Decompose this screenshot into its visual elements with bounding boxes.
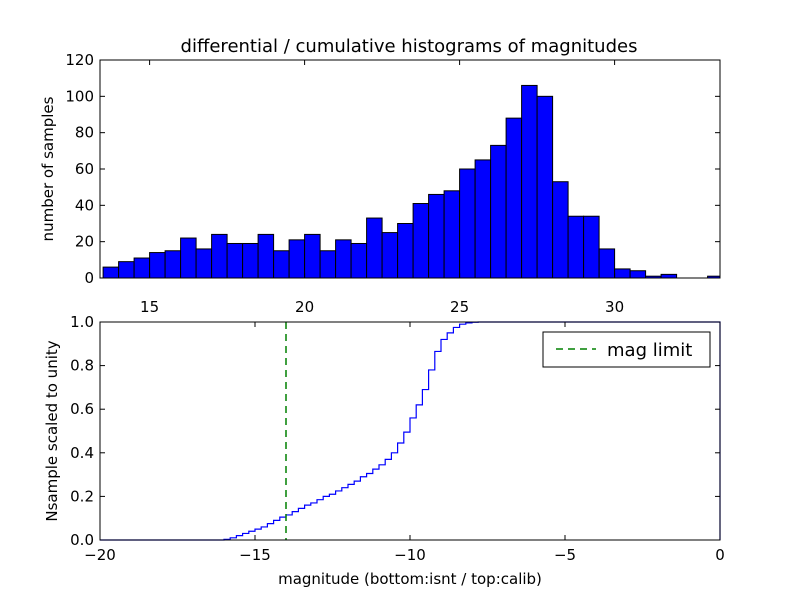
histogram-bar	[273, 250, 290, 279]
histogram-bar	[614, 268, 631, 279]
top-y-tick-label: 100	[65, 87, 94, 105]
bottom-x-tick-label: 0	[715, 546, 725, 564]
histogram-bar	[257, 233, 275, 279]
histogram-bar	[304, 233, 321, 279]
histogram-bar	[443, 190, 461, 279]
histogram-bar	[242, 242, 259, 279]
histogram-bar	[319, 250, 337, 279]
histogram-bar	[629, 270, 647, 279]
histogram-bar	[397, 223, 414, 279]
top-y-tick-label: 120	[65, 51, 94, 69]
top-y-tick-label: 40	[75, 196, 94, 214]
bottom-x-axis-label: magnitude (bottom:isnt / top:calib)	[278, 570, 542, 588]
bottom-axis-ticks: −20 −15 −10 −5 0 0.0 0.2 0.4 0.6 0.8 1.0	[70, 313, 725, 564]
top-x-tick-label: 15	[140, 298, 159, 316]
histogram-bar	[583, 215, 600, 279]
top-x-tick-label: 25	[450, 298, 469, 316]
top-y-tick-label: 20	[75, 233, 94, 251]
cumulative-step-line	[100, 321, 721, 541]
bottom-x-tick-label: −20	[84, 546, 116, 564]
histogram-bar	[226, 242, 244, 279]
histogram-bar	[195, 248, 213, 279]
histogram-bar	[102, 266, 120, 279]
histogram-bar	[428, 193, 445, 279]
bottom-y-tick-label: 0.0	[70, 531, 94, 549]
bottom-x-tick-label: −5	[554, 546, 576, 564]
cumulative-histogram-panel: −20 −15 −10 −5 0 0.0 0.2 0.4 0.6 0.8 1.0 magnitude…	[43, 313, 725, 588]
chart-title: differential / cumulative histograms of …	[181, 36, 638, 57]
top-y-tick-label: 60	[75, 160, 94, 178]
bottom-y-tick-label: 0.8	[70, 357, 94, 375]
histogram-bar	[505, 117, 523, 279]
histogram-bar	[133, 257, 151, 279]
top-y-axis-label: number of samples	[39, 96, 57, 241]
histogram-bar	[350, 242, 368, 279]
histogram-bar	[180, 237, 197, 279]
histogram-bar	[118, 261, 135, 279]
bottom-y-tick-label: 0.4	[70, 444, 94, 462]
top-y-tick-label: 80	[75, 124, 94, 142]
histogram-bar	[552, 181, 569, 279]
differential-histogram-panel: differential / cumulative histograms of …	[39, 36, 721, 316]
histogram-bar	[660, 273, 678, 279]
top-x-tick-label: 30	[605, 298, 624, 316]
histogram-bar	[366, 217, 383, 279]
top-x-tick-label: 20	[295, 298, 314, 316]
top-y-tick-label: 0	[84, 269, 94, 287]
histogram-bar	[459, 168, 476, 279]
histogram-bar	[474, 159, 492, 279]
bottom-y-axis-label: Nsample scaled to unity	[43, 340, 61, 521]
histogram-bar	[490, 144, 507, 279]
histogram-bar	[412, 203, 430, 279]
legend: mag limit	[542, 331, 711, 368]
histogram-bar	[536, 95, 554, 279]
histogram-bar	[381, 232, 399, 279]
top-axis-ticks: 15 20 25 30 0 20 40 60 80 100 120	[65, 51, 720, 316]
histogram-bar	[567, 215, 585, 279]
histogram-bar	[521, 84, 538, 279]
histogram-bars	[102, 84, 721, 279]
legend-label: mag limit	[607, 340, 692, 361]
bottom-y-tick-label: 1.0	[70, 313, 94, 331]
histogram-bar	[288, 239, 306, 279]
bottom-x-tick-label: −15	[239, 546, 271, 564]
histogram-bar	[164, 250, 182, 279]
histogram-bar	[211, 233, 228, 279]
bottom-y-tick-label: 0.2	[70, 487, 94, 505]
histogram-bar	[149, 252, 166, 279]
bottom-y-tick-label: 0.6	[70, 400, 94, 418]
bottom-x-tick-label: −10	[394, 546, 426, 564]
histogram-bar	[335, 239, 352, 279]
histogram-bar	[598, 248, 616, 279]
